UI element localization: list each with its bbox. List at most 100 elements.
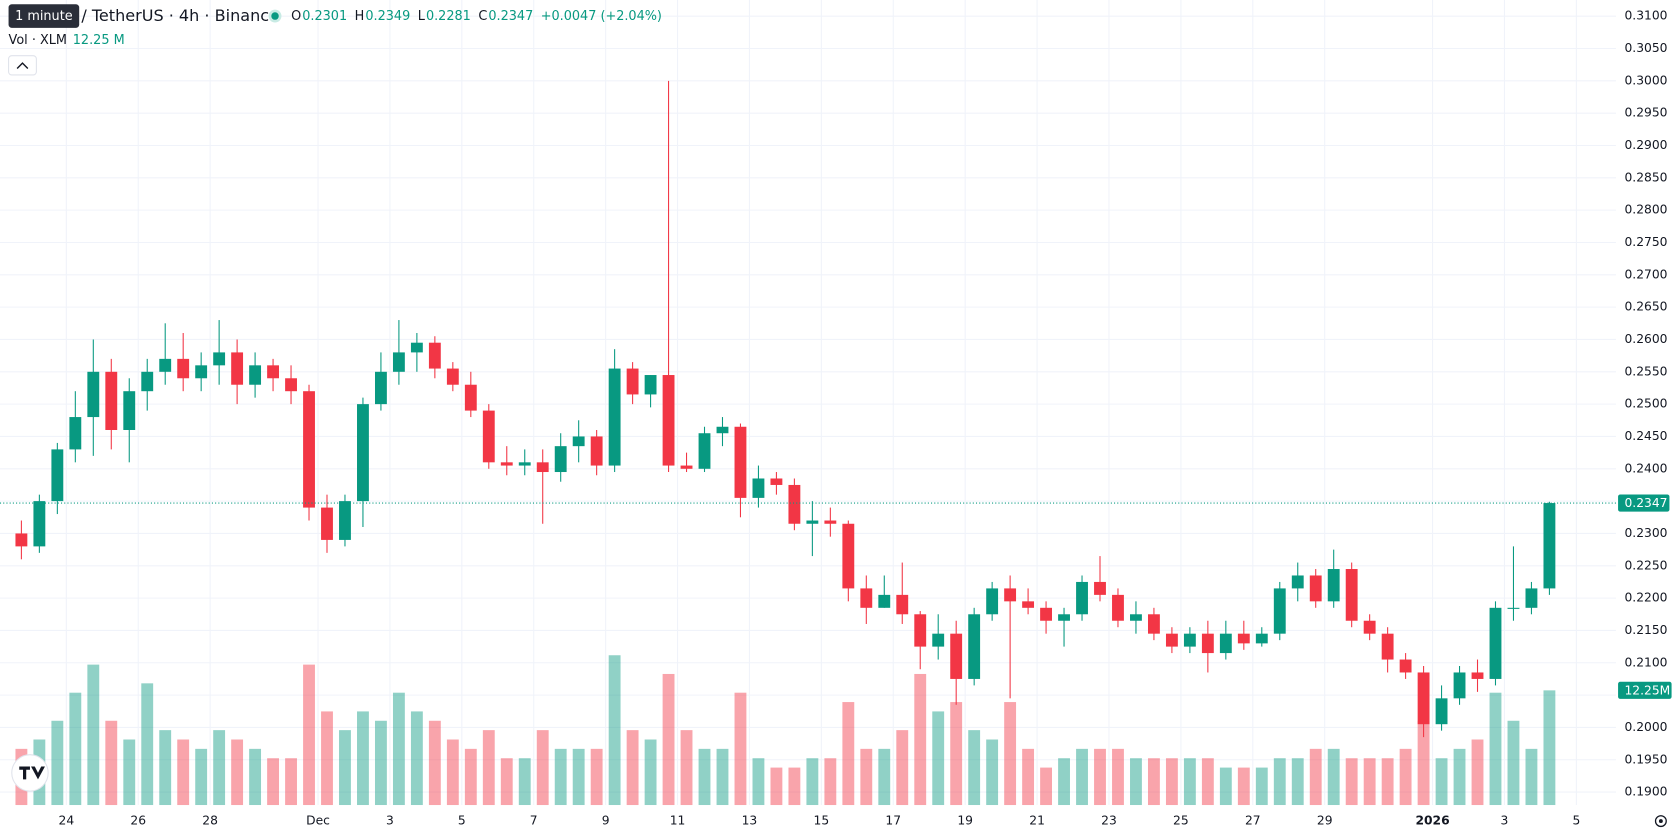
volume-bar xyxy=(1022,748,1035,806)
volume-bar xyxy=(1543,690,1556,806)
x-tick-label: 11 xyxy=(670,814,686,828)
y-tick-label: 0.3100 xyxy=(1624,9,1667,23)
volume-bar xyxy=(806,758,819,806)
y-tick-label: 0.2250 xyxy=(1624,558,1667,572)
candle-body xyxy=(500,462,513,466)
volume-bar xyxy=(1040,767,1052,806)
x-tick-label: 27 xyxy=(1245,814,1261,828)
candle-body xyxy=(1112,594,1124,621)
x-tick-label: 24 xyxy=(59,814,75,828)
volume-bar xyxy=(213,730,226,806)
volume-bar xyxy=(105,720,118,806)
volume-bar xyxy=(141,683,154,806)
candle-body xyxy=(1255,633,1268,644)
volume-bar xyxy=(1363,758,1376,806)
x-tick-label: 15 xyxy=(814,814,830,828)
volume-bar xyxy=(428,720,441,806)
volume-bar xyxy=(752,758,765,806)
logo xyxy=(11,754,49,792)
candle-body xyxy=(752,478,765,498)
volume-layer xyxy=(15,655,1556,806)
y-tick-label: 0.1900 xyxy=(1624,785,1667,799)
candle-body xyxy=(1058,614,1070,621)
y-tick-label: 0.2150 xyxy=(1624,623,1667,637)
symbol[interactable]: / TetherUS · 4h · Binance xyxy=(81,6,279,25)
volume-bar xyxy=(662,673,675,806)
candle-body xyxy=(195,365,208,379)
volume-bar xyxy=(1471,739,1484,806)
volume-bar xyxy=(716,748,729,806)
candle-body xyxy=(554,446,567,473)
candle-body xyxy=(51,449,64,502)
candle-body xyxy=(608,368,621,466)
candle-body xyxy=(1165,633,1178,647)
candle-body xyxy=(482,410,495,463)
volume-bar xyxy=(950,702,963,806)
candle-body xyxy=(303,391,315,508)
volume-bar xyxy=(1076,748,1088,806)
volume-bar xyxy=(1219,767,1232,806)
volume-bar xyxy=(321,711,333,806)
settings-icon[interactable] xyxy=(1654,815,1667,828)
candle-body xyxy=(572,436,585,447)
volume-bar xyxy=(626,730,639,806)
volume-bar xyxy=(590,748,603,806)
x-tick-label: 7 xyxy=(530,814,538,828)
candle-body xyxy=(734,426,747,498)
candle-body xyxy=(1147,614,1160,634)
x-tick-label: Dec xyxy=(306,814,330,828)
volume-bar xyxy=(878,748,891,806)
volume-bar xyxy=(195,748,208,806)
volume-bar xyxy=(464,748,477,806)
candle-body xyxy=(842,523,855,589)
candle-body xyxy=(932,633,945,647)
volume-bar xyxy=(896,730,909,806)
candle-body xyxy=(249,365,262,385)
candle-body xyxy=(1040,607,1052,621)
y-tick-label: 0.2500 xyxy=(1624,397,1667,411)
collapse-button[interactable] xyxy=(8,55,37,76)
candle-body xyxy=(1507,607,1520,609)
candle-body xyxy=(536,462,549,473)
candle-body xyxy=(1094,581,1106,595)
candle-body xyxy=(1291,575,1304,589)
candle-body xyxy=(1183,633,1196,647)
volume-bar xyxy=(968,730,981,806)
y-tick-label: 0.2100 xyxy=(1624,655,1667,669)
volume-bar xyxy=(536,730,549,806)
candle-body xyxy=(590,436,603,466)
candle-body xyxy=(33,501,46,547)
candle-body xyxy=(1004,588,1017,602)
volume-bar xyxy=(1147,758,1160,806)
volume-bar xyxy=(51,720,64,806)
volume-bar xyxy=(1183,758,1196,806)
x-tick-label: 28 xyxy=(202,814,218,828)
y-tick-label: 0.2300 xyxy=(1624,526,1667,540)
ohlc-value: 0.2347 xyxy=(488,9,533,24)
volume-bar xyxy=(374,720,387,806)
volume-value: 12.25 M xyxy=(73,33,125,48)
tooltip-box xyxy=(8,4,80,28)
volume-bar xyxy=(446,739,459,806)
price-label: 0.2347 xyxy=(1624,496,1667,510)
volume-bar xyxy=(1327,748,1340,806)
candle-body xyxy=(1381,633,1394,660)
volume-label-box xyxy=(1618,681,1672,699)
volume-bar xyxy=(1237,767,1250,806)
volume-bar xyxy=(554,748,567,806)
candle-body xyxy=(1076,581,1088,615)
settings-dot xyxy=(1658,819,1663,824)
candle-body xyxy=(357,404,369,502)
candle-body xyxy=(716,426,729,434)
candle-body xyxy=(1273,588,1286,634)
candle-body xyxy=(680,465,693,469)
y-tick-label: 0.2950 xyxy=(1624,106,1667,120)
candle-body xyxy=(1543,503,1556,589)
x-tick-label: 5 xyxy=(458,814,466,828)
volume-bar xyxy=(932,711,945,806)
settings[interactable] xyxy=(1654,815,1667,828)
y-tick-label: 0.3050 xyxy=(1624,41,1667,55)
volume-bar xyxy=(1058,758,1070,806)
volume-bar xyxy=(1525,748,1538,806)
y-tick-label: 0.2000 xyxy=(1624,720,1667,734)
